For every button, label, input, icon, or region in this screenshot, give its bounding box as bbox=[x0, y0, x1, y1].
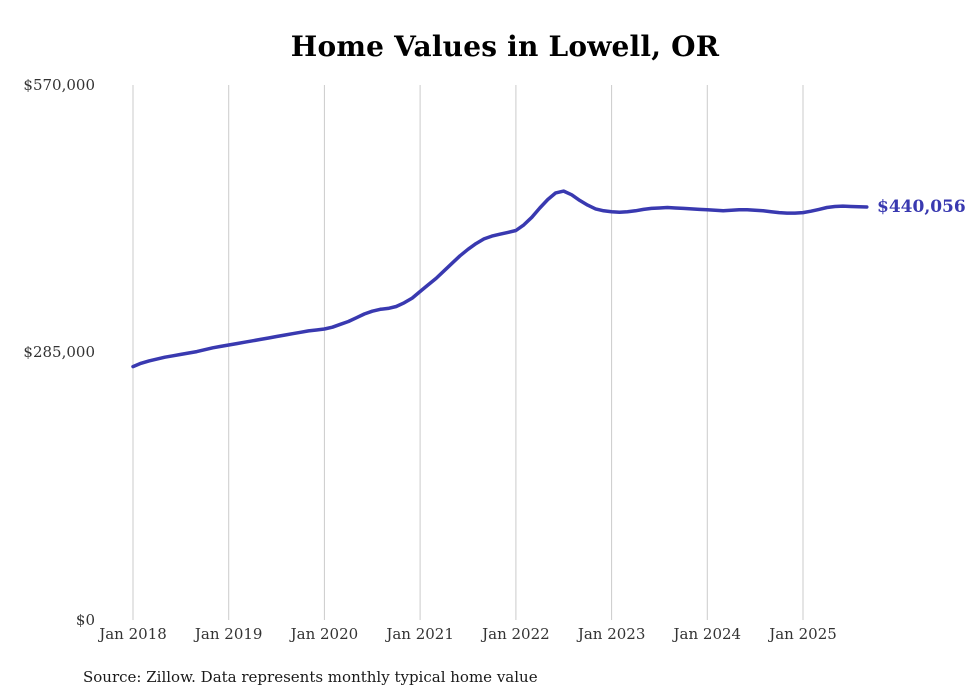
x-axis-tick-jan-2020: Jan 2020 bbox=[290, 625, 359, 643]
x-axis-tick-jan-2023: Jan 2023 bbox=[577, 625, 646, 643]
y-axis-tick-285000: $285,000 bbox=[23, 343, 95, 361]
x-axis-tick-jan-2024: Jan 2024 bbox=[673, 625, 742, 643]
source-note: Source: Zillow. Data represents monthly … bbox=[83, 668, 538, 686]
y-axis-tick-570000: $570,000 bbox=[23, 76, 95, 94]
x-axis-tick-jan-2025: Jan 2025 bbox=[769, 625, 837, 643]
x-axis-tick-jan-2018: Jan 2018 bbox=[99, 625, 167, 643]
y-axis-tick-0: $0 bbox=[75, 611, 95, 629]
chart-title: Home Values in Lowell, OR bbox=[290, 30, 720, 63]
x-axis-tick-jan-2022: Jan 2022 bbox=[482, 625, 550, 643]
latest-value-label: $440,056 bbox=[877, 197, 966, 217]
x-axis-tick-jan-2019: Jan 2019 bbox=[194, 625, 263, 643]
x-axis-tick-jan-2021: Jan 2021 bbox=[386, 625, 454, 643]
